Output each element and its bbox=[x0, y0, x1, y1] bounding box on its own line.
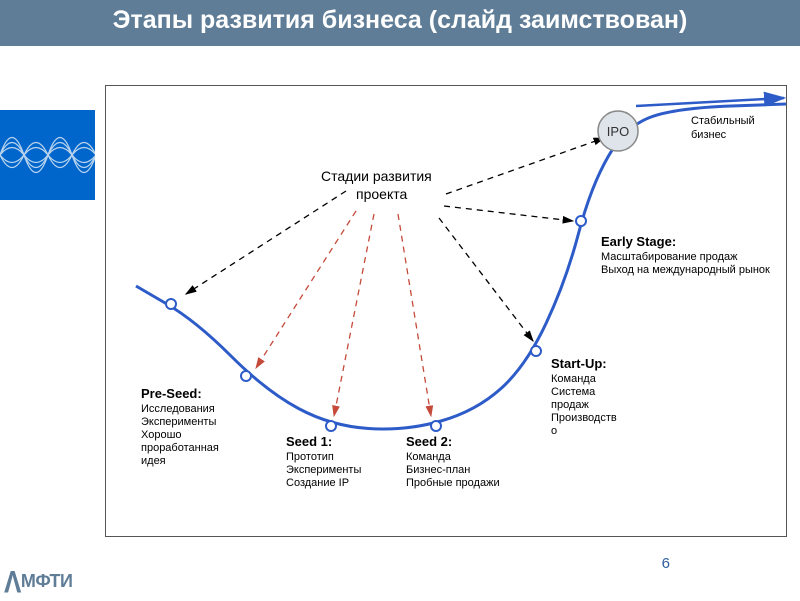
svg-text:Seed 2:: Seed 2: bbox=[406, 434, 452, 449]
logo: ΛМФТИ bbox=[4, 563, 72, 594]
svg-text:Pre-Seed:: Pre-Seed: bbox=[141, 386, 202, 401]
page-number: 6 bbox=[662, 555, 670, 572]
svg-text:о: о bbox=[551, 425, 557, 437]
svg-text:Стадии развития: Стадии развития bbox=[321, 168, 432, 184]
svg-text:Пробные продажи: Пробные продажи bbox=[406, 477, 500, 489]
svg-text:Хорошо: Хорошо bbox=[141, 429, 182, 441]
svg-text:Стабильный: Стабильный bbox=[691, 115, 755, 127]
diagram-frame: Стабильный бизнес Стадии развития проекта IP… bbox=[105, 85, 787, 537]
svg-text:IPO: IPO bbox=[607, 124, 629, 139]
svg-text:Команда: Команда bbox=[551, 373, 597, 385]
wave-decoration bbox=[0, 110, 95, 200]
svg-text:Seed 1:: Seed 1: bbox=[286, 434, 332, 449]
svg-text:продаж: продаж bbox=[551, 399, 589, 411]
svg-text:проработанная: проработанная bbox=[141, 442, 219, 454]
svg-text:Производств: Производств bbox=[551, 412, 617, 424]
svg-text:Start-Up:: Start-Up: bbox=[551, 356, 607, 371]
title-text: Этапы развития бизнеса (слайд заимствова… bbox=[113, 6, 688, 34]
logo-text: МФТИ bbox=[21, 571, 73, 591]
svg-text:идея: идея bbox=[141, 455, 166, 467]
svg-text:Выход на международный рынок: Выход на международный рынок bbox=[601, 264, 770, 276]
svg-text:Создание IP: Создание IP bbox=[286, 477, 349, 489]
svg-text:Early Stage:: Early Stage: bbox=[601, 234, 676, 249]
svg-text:Эксперименты: Эксперименты bbox=[141, 416, 216, 428]
svg-text:проекта: проекта bbox=[356, 186, 407, 202]
svg-text:Команда: Команда bbox=[406, 451, 452, 463]
svg-text:Прототип: Прототип bbox=[286, 451, 334, 463]
svg-text:Система: Система bbox=[551, 386, 596, 398]
svg-text:Эксперименты: Эксперименты bbox=[286, 464, 361, 476]
sidebar: ΛМФТИ bbox=[0, 80, 95, 600]
svg-text:бизнес: бизнес bbox=[691, 129, 727, 141]
slide-title: Этапы развития бизнеса (слайд заимствова… bbox=[0, 0, 800, 46]
svg-text:Масштабирование продаж: Масштабирование продаж bbox=[601, 251, 738, 263]
business-stages-diagram: Стабильный бизнес Стадии развития проекта IP… bbox=[106, 86, 786, 536]
svg-text:Бизнес-план: Бизнес-план bbox=[406, 464, 470, 476]
svg-text:Исследования: Исследования bbox=[141, 403, 215, 415]
